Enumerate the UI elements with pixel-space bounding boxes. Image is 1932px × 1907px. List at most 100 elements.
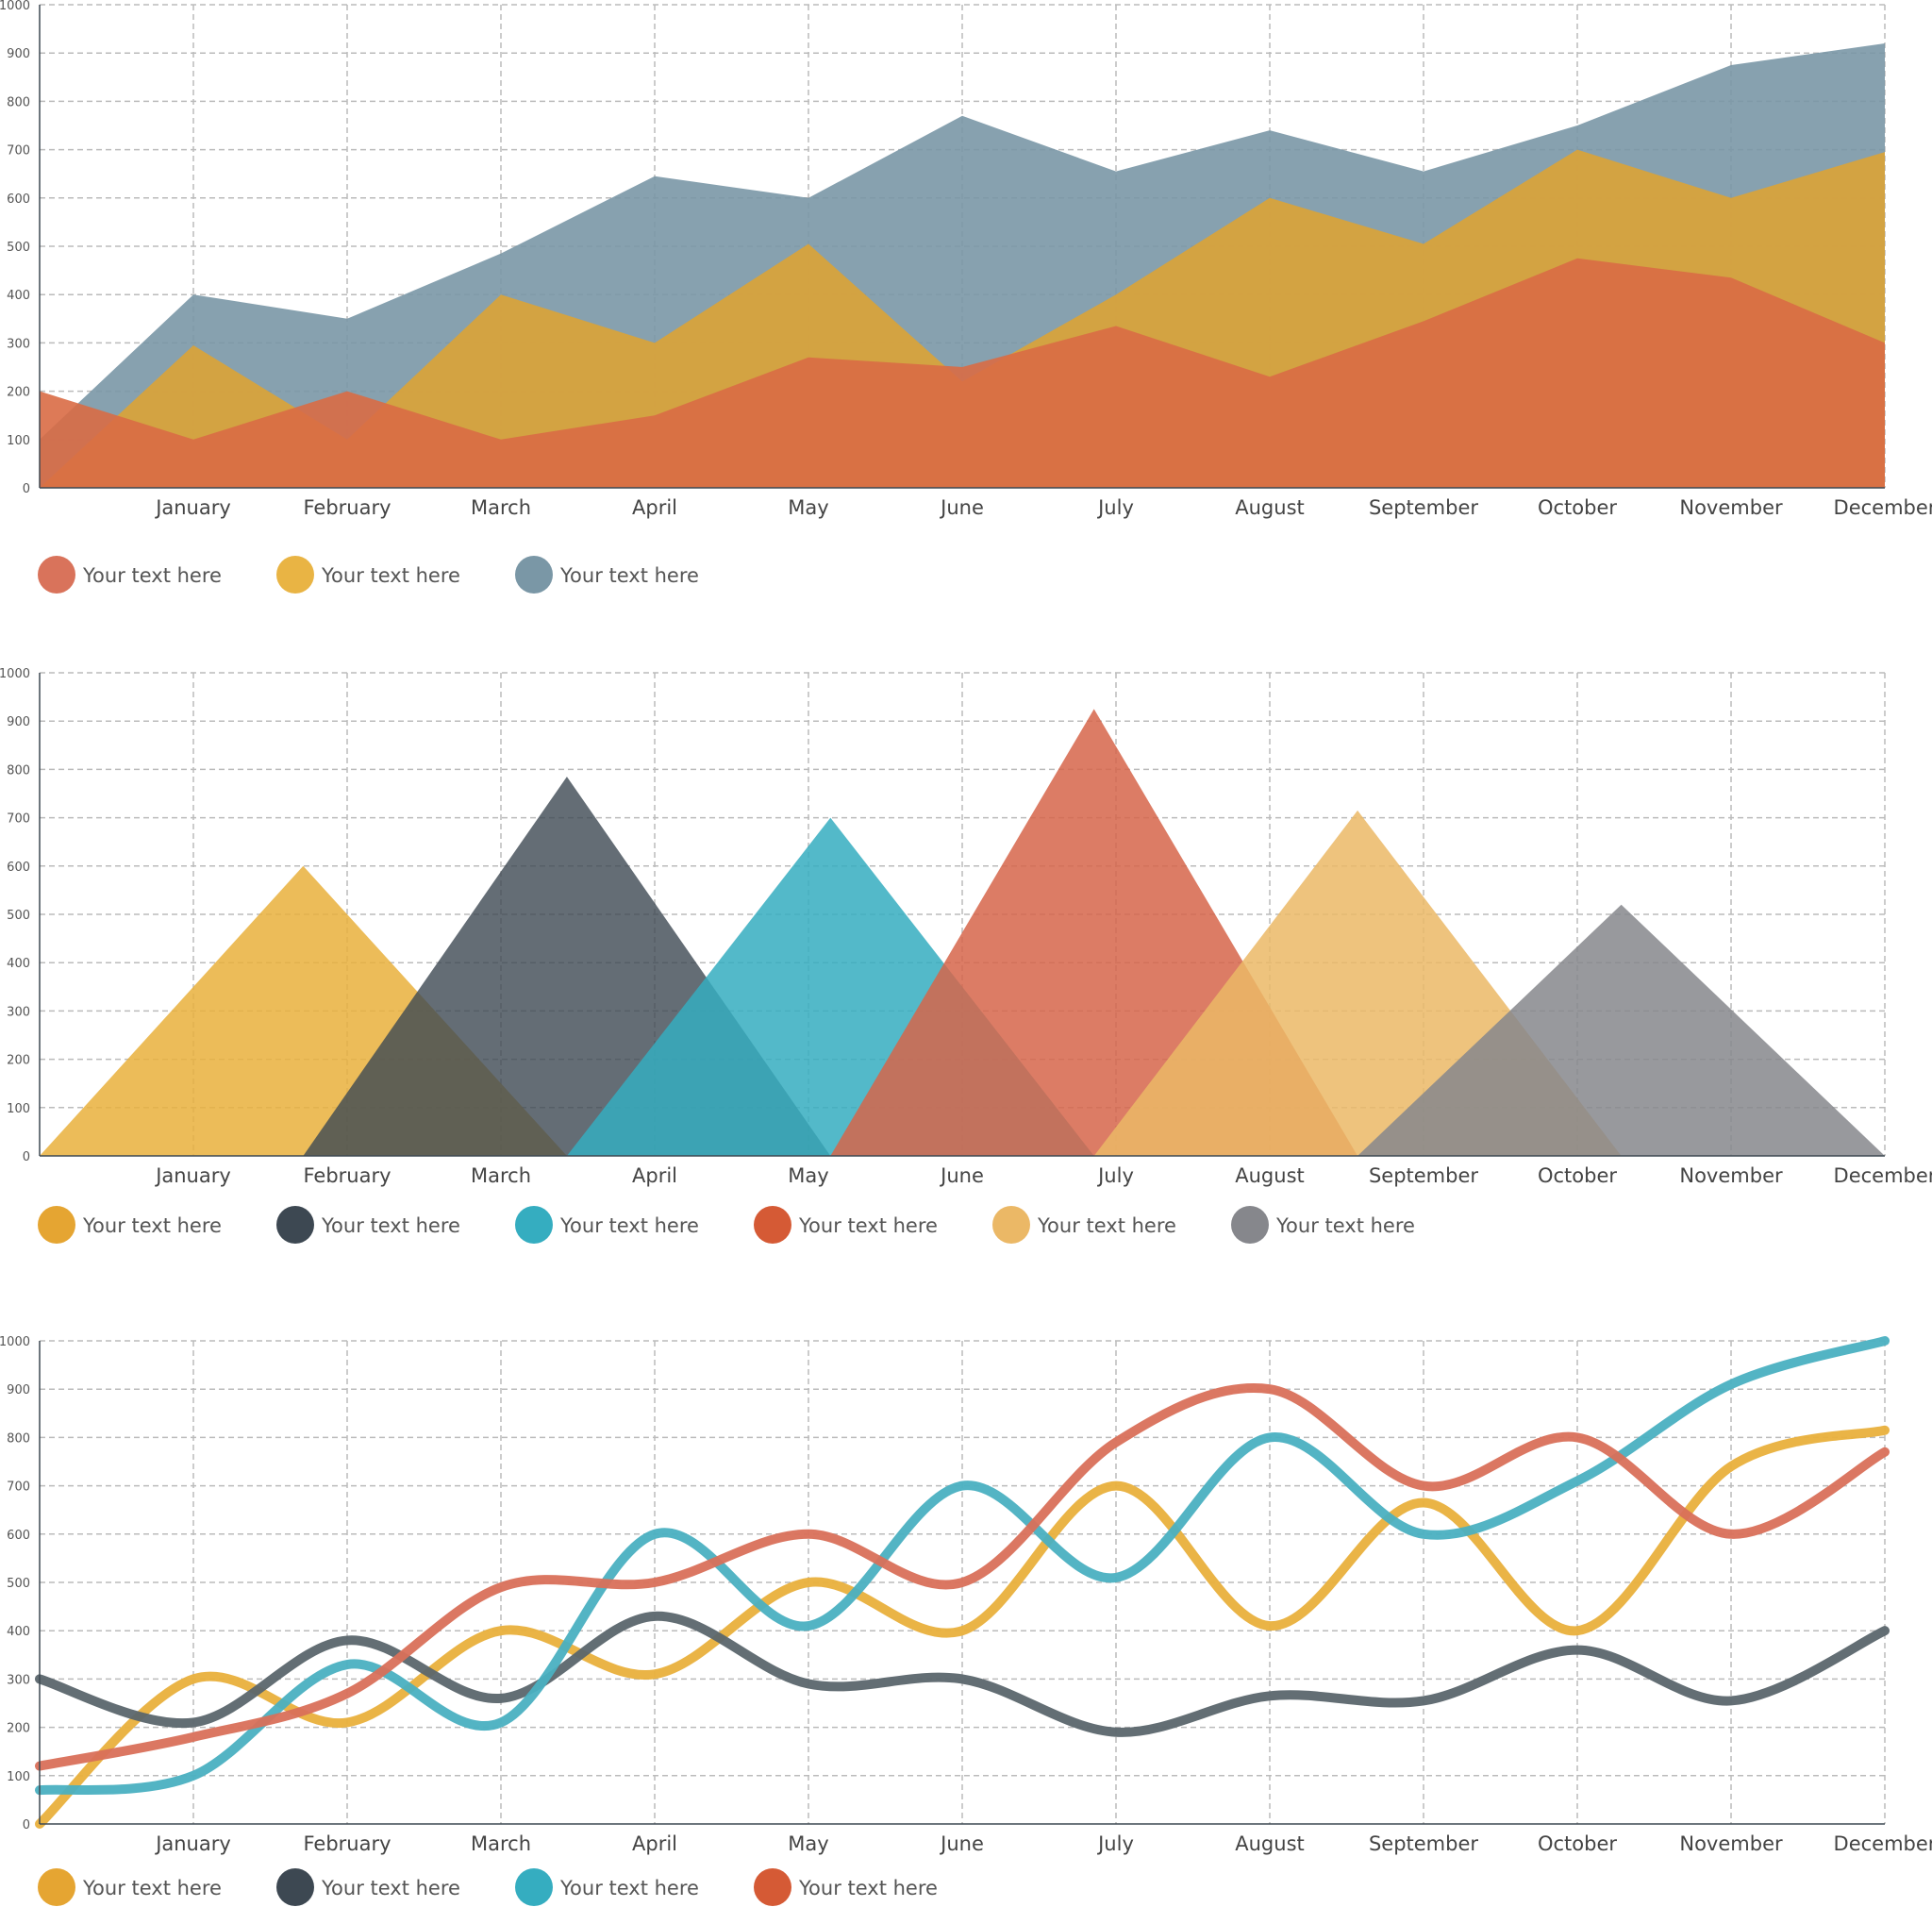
legend-label: Your text here [1275, 1214, 1415, 1237]
line-series-4 [35, 1383, 1890, 1771]
legend-item: Your text here [38, 556, 222, 594]
marks [40, 42, 1885, 489]
y-tick-label: 100 [7, 1770, 30, 1784]
x-tick-label: August [1235, 496, 1305, 519]
legend-item: Your text here [754, 1206, 938, 1244]
y-tick-label: 600 [7, 192, 30, 207]
y-tick-label: 1000 [0, 0, 30, 13]
x-tick-label: August [1235, 1164, 1305, 1187]
legend-label: Your text here [798, 1877, 938, 1899]
chart-2: 0 100 200 300 400 500 600 700 800 900 1000 January F… [0, 667, 1932, 1244]
legend-swatch [515, 1206, 553, 1244]
legend-swatch [38, 1868, 75, 1906]
x-tick-label: March [471, 496, 531, 519]
x-tick-label: February [303, 1832, 391, 1855]
x-tick-label: November [1679, 1164, 1783, 1187]
x-tick-label: May [788, 1832, 828, 1855]
x-tick-label: August [1235, 1832, 1305, 1855]
y-tick-label: 1000 [0, 1335, 30, 1349]
legend-item: Your text here [276, 1206, 460, 1244]
x-tick-label: June [939, 496, 984, 519]
legend-swatch [515, 1868, 553, 1906]
triangle-series-6 [1357, 904, 1885, 1156]
x-tick-label: September [1369, 1832, 1478, 1855]
x-tick-label: December [1834, 496, 1932, 519]
x-tick-label: February [303, 1164, 391, 1187]
legend-label: Your text here [1037, 1214, 1176, 1237]
y-tick-label: 400 [7, 957, 30, 971]
y-tick-label: 900 [7, 1383, 30, 1397]
y-tick-label: 300 [7, 1005, 30, 1019]
legend-label: Your text here [82, 564, 222, 587]
legend-swatch [276, 556, 314, 594]
y-tick-label: 300 [7, 337, 30, 351]
x-tick-label: September [1369, 496, 1478, 519]
y-tick-label: 700 [7, 812, 30, 827]
line-series-2 [35, 1611, 1890, 1737]
legend-item: Your text here [1231, 1206, 1415, 1244]
legend: Your text here Your text here Your text he… [38, 1868, 938, 1906]
x-tick-label: May [788, 496, 828, 519]
legend-item: Your text here [276, 556, 460, 594]
y-tick-label: 200 [7, 1722, 30, 1736]
x-tick-label: June [939, 1832, 984, 1855]
y-tick-label: 200 [7, 386, 30, 400]
y-tick-label: 600 [7, 1529, 30, 1543]
x-tick-label: March [471, 1832, 531, 1855]
y-tick-label: 900 [7, 47, 30, 61]
legend-swatch [515, 556, 553, 594]
x-tick-label: October [1538, 496, 1617, 519]
x-tick-label: April [632, 496, 677, 519]
y-tick-label: 400 [7, 289, 30, 303]
legend-label: Your text here [82, 1877, 222, 1899]
y-tick-label: 500 [7, 1577, 30, 1591]
legend-label: Your text here [559, 1214, 699, 1237]
legend-label: Your text here [82, 1214, 222, 1237]
chart-3: 0 100 200 300 400 500 600 700 800 900 1000 January F… [0, 1335, 1932, 1906]
legend-item: Your text here [515, 1206, 699, 1244]
y-tick-label: 300 [7, 1673, 30, 1687]
legend-item: Your text here [992, 1206, 1176, 1244]
x-tick-label: June [939, 1164, 984, 1187]
legend-item: Your text here [38, 1206, 222, 1244]
x-tick-label: March [471, 1164, 531, 1187]
legend-swatch [38, 556, 75, 594]
y-tick-label: 500 [7, 909, 30, 923]
area-series-1 [40, 258, 1885, 488]
y-tick-label: 900 [7, 715, 30, 729]
legend-item: Your text here [276, 1868, 460, 1906]
line-series-1 [35, 1425, 1890, 1829]
x-tick-label: September [1369, 1164, 1478, 1187]
x-tick-label: January [154, 496, 231, 519]
y-tick-label: 700 [7, 144, 30, 159]
y-tick-label: 0 [23, 482, 30, 496]
legend-swatch [276, 1206, 314, 1244]
x-tick-label: October [1538, 1164, 1617, 1187]
y-tick-label: 1000 [0, 667, 30, 681]
y-tick-label: 100 [7, 1102, 30, 1116]
y-tick-label: 800 [7, 763, 30, 778]
legend-item: Your text here [515, 556, 699, 594]
x-tick-label: October [1538, 1832, 1617, 1855]
legend: Your text here Your text here Your text he… [38, 556, 699, 594]
y-tick-label: 500 [7, 241, 30, 255]
legend-label: Your text here [559, 564, 699, 587]
legend-swatch [992, 1206, 1030, 1244]
legend-label: Your text here [559, 1877, 699, 1899]
x-tick-label: July [1096, 1164, 1134, 1187]
legend-item: Your text here [38, 1868, 222, 1906]
marks [40, 709, 1885, 1156]
legend-item: Your text here [515, 1868, 699, 1906]
x-tick-label: April [632, 1164, 677, 1187]
legend-swatch [276, 1868, 314, 1906]
legend-label: Your text here [798, 1214, 938, 1237]
chart-1: 0 100 200 300 400 500 600 700 800 900 1000 January F… [0, 0, 1932, 594]
x-tick-label: February [303, 496, 391, 519]
y-tick-label: 100 [7, 434, 30, 448]
x-tick-label: January [154, 1164, 231, 1187]
y-tick-label: 700 [7, 1480, 30, 1495]
legend-item: Your text here [754, 1868, 938, 1906]
y-tick-label: 400 [7, 1625, 30, 1639]
legend-swatch [1231, 1206, 1269, 1244]
